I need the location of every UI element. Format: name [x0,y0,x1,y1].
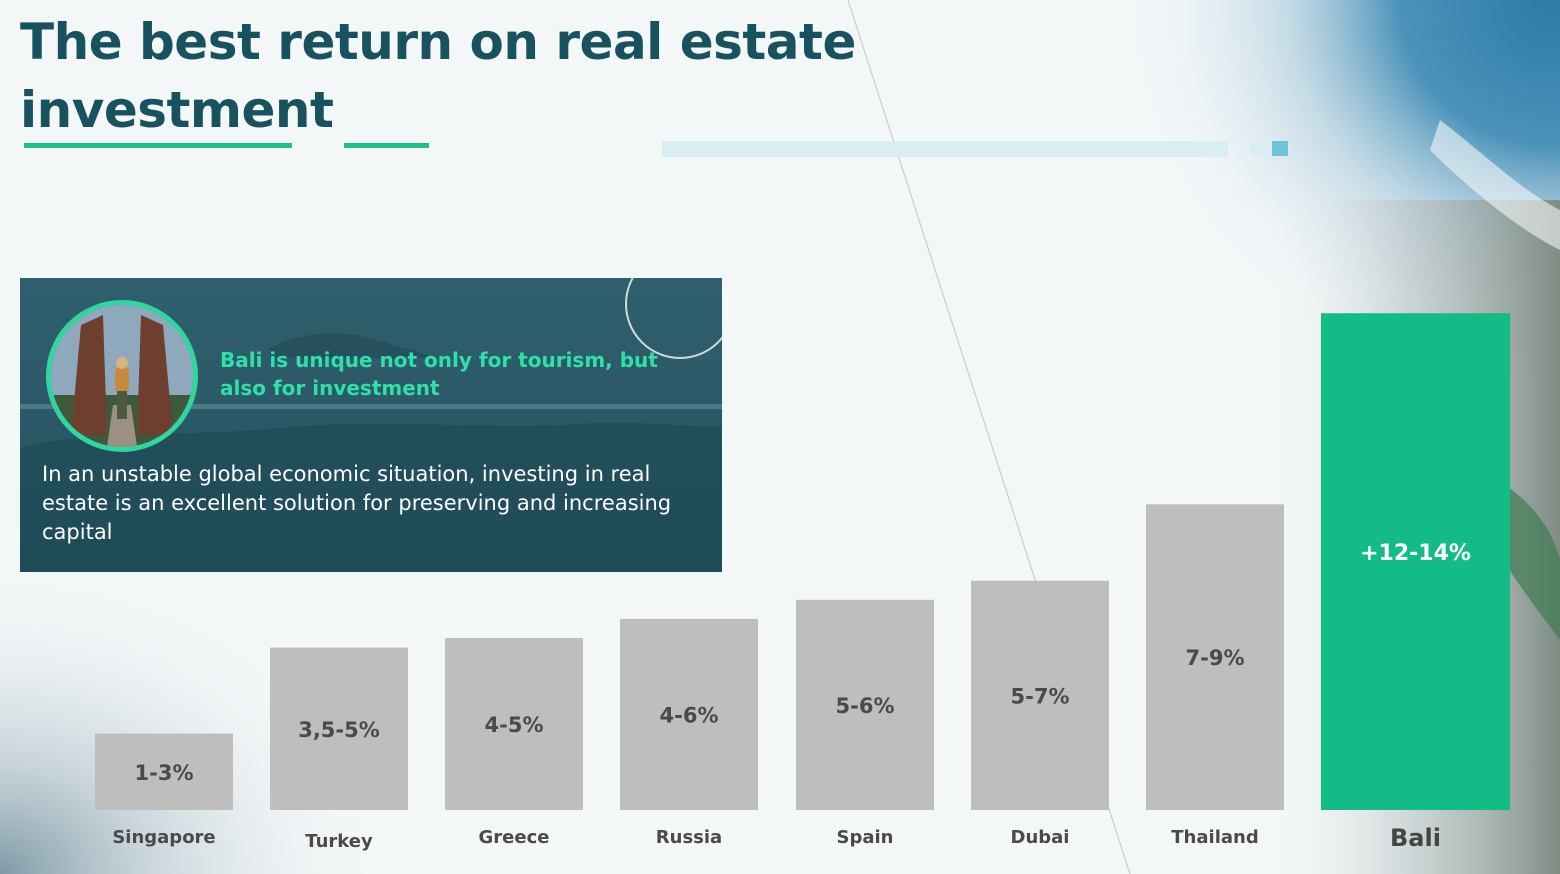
category-label-turkey: Turkey [305,831,373,852]
bar-singapore [95,733,233,810]
bar-value-turkey: 3,5-5% [298,718,380,742]
bar-dubai [971,580,1109,810]
bar-value-singapore: 1-3% [135,761,194,785]
info-body: In an unstable global economic situation… [42,462,672,544]
bar-value-russia: 4-6% [660,703,719,727]
category-label-singapore: Singapore [112,827,215,848]
info-box: Bali is unique not only for tourism, but… [20,278,722,572]
title-underline-short [344,143,429,148]
info-heading: Bali is unique not only for tourism, but… [220,348,658,400]
bali-temple-gate-photo [46,300,198,452]
bar-bali [1321,313,1510,810]
category-label-greece: Greece [479,827,550,848]
page-title: The best return on real estate investmen… [20,13,856,139]
decorative-stripe [662,141,1228,157]
bar-turkey [270,647,408,810]
bar-spain [796,599,934,810]
info-box-landscape [20,278,722,572]
category-label-russia: Russia [656,827,722,848]
category-label-spain: Spain [837,827,894,848]
category-label-bali: Bali [1390,824,1441,852]
bar-value-greece: 4-5% [485,713,544,737]
bar-greece [445,638,583,810]
bar-russia [620,618,758,810]
bar-value-thailand: 7-9% [1186,646,1245,670]
decorative-square-light [1250,141,1268,156]
category-label-dubai: Dubai [1011,827,1070,848]
bar-value-spain: 5-6% [836,694,895,718]
category-label-thailand: Thailand [1171,827,1258,848]
title-underline [24,143,292,148]
bar-value-bali: +12-14% [1360,541,1471,566]
bar-value-dubai: 5-7% [1011,684,1070,708]
decorative-square-teal [1272,141,1288,156]
bar-thailand [1146,504,1284,810]
